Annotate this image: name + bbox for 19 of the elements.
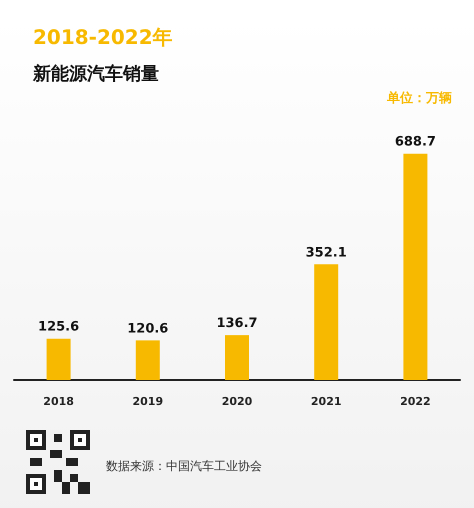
- x-tick-label: 2021: [310, 395, 342, 408]
- data-label: 688.7: [394, 134, 436, 150]
- data-label: 136.7: [216, 316, 258, 332]
- data-label: 352.1: [306, 245, 347, 260]
- bar: [314, 264, 338, 380]
- text: 单位：万辆: [386, 90, 452, 106]
- data-label: 120.6: [127, 321, 168, 336]
- x-tick-label: 2018: [43, 395, 74, 408]
- x-tick-label: 2020: [222, 395, 253, 408]
- bar: [136, 340, 160, 380]
- x-tick-label: 2022: [400, 395, 431, 408]
- bar: [403, 154, 428, 380]
- bar: [46, 338, 71, 380]
- x-tick-label: 2019: [132, 395, 164, 408]
- data-label: 125.6: [38, 320, 80, 335]
- bar: [225, 335, 249, 380]
- chart-title: 2018-2022年: [33, 25, 173, 49]
- chart-subtitle: 新能源汽车销量: [32, 64, 159, 84]
- source-note: 数据来源：中国汽车工业协会: [106, 459, 262, 473]
